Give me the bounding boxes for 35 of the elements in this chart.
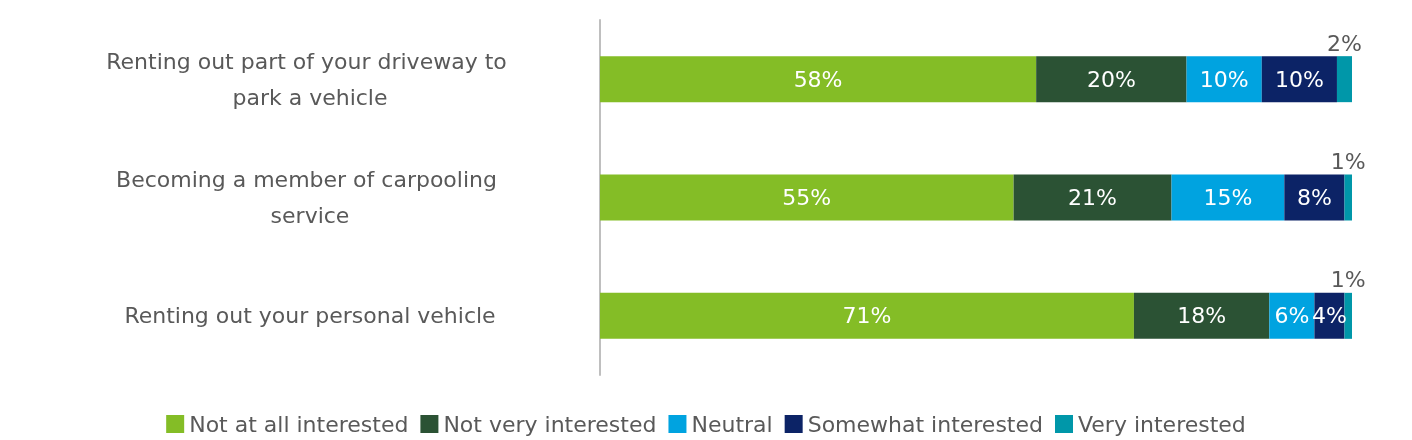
data-label: 2% bbox=[1327, 30, 1362, 56]
data-label: 10% bbox=[1274, 66, 1324, 92]
bar bbox=[1133, 292, 1270, 339]
bar bbox=[600, 56, 1037, 103]
legend-label: Not at all interested bbox=[189, 411, 409, 437]
data-label: 55% bbox=[782, 185, 832, 210]
data-label: 10% bbox=[1199, 66, 1249, 92]
data-label: 20% bbox=[1086, 66, 1136, 92]
data-label: 15% bbox=[1203, 185, 1253, 210]
data-label: 4% bbox=[1311, 303, 1347, 329]
legend-label: Neutral bbox=[691, 411, 773, 437]
y-tick-label: Renting out your personal vehicle bbox=[124, 303, 496, 329]
data-label: 21% bbox=[1068, 185, 1118, 210]
bar bbox=[1261, 56, 1337, 103]
data-label: 6% bbox=[1274, 303, 1310, 329]
bar bbox=[600, 174, 1014, 221]
bar bbox=[1186, 56, 1262, 103]
bar bbox=[1344, 174, 1352, 221]
data-label: 58% bbox=[793, 66, 843, 92]
y-tick-label: Renting out part of your driveway to park a vehicle bbox=[106, 48, 514, 110]
data-label: 71% bbox=[842, 303, 892, 329]
legend-label: Somewhat interested bbox=[807, 411, 1043, 437]
bar bbox=[1013, 174, 1172, 221]
bar bbox=[1036, 56, 1187, 103]
bar bbox=[600, 292, 1134, 339]
bar bbox=[1171, 174, 1285, 221]
data-label: 8% bbox=[1296, 185, 1332, 210]
data-label: 1% bbox=[1330, 267, 1366, 293]
legend-label: Not very interested bbox=[443, 411, 657, 437]
bar bbox=[1344, 292, 1352, 339]
bar bbox=[1336, 56, 1352, 103]
data-label: 1% bbox=[1330, 149, 1366, 174]
data-label: 18% bbox=[1177, 303, 1227, 329]
y-tick-label: Becoming a member of carpooling service bbox=[116, 167, 504, 228]
legend-label: Very interested bbox=[1077, 411, 1246, 437]
